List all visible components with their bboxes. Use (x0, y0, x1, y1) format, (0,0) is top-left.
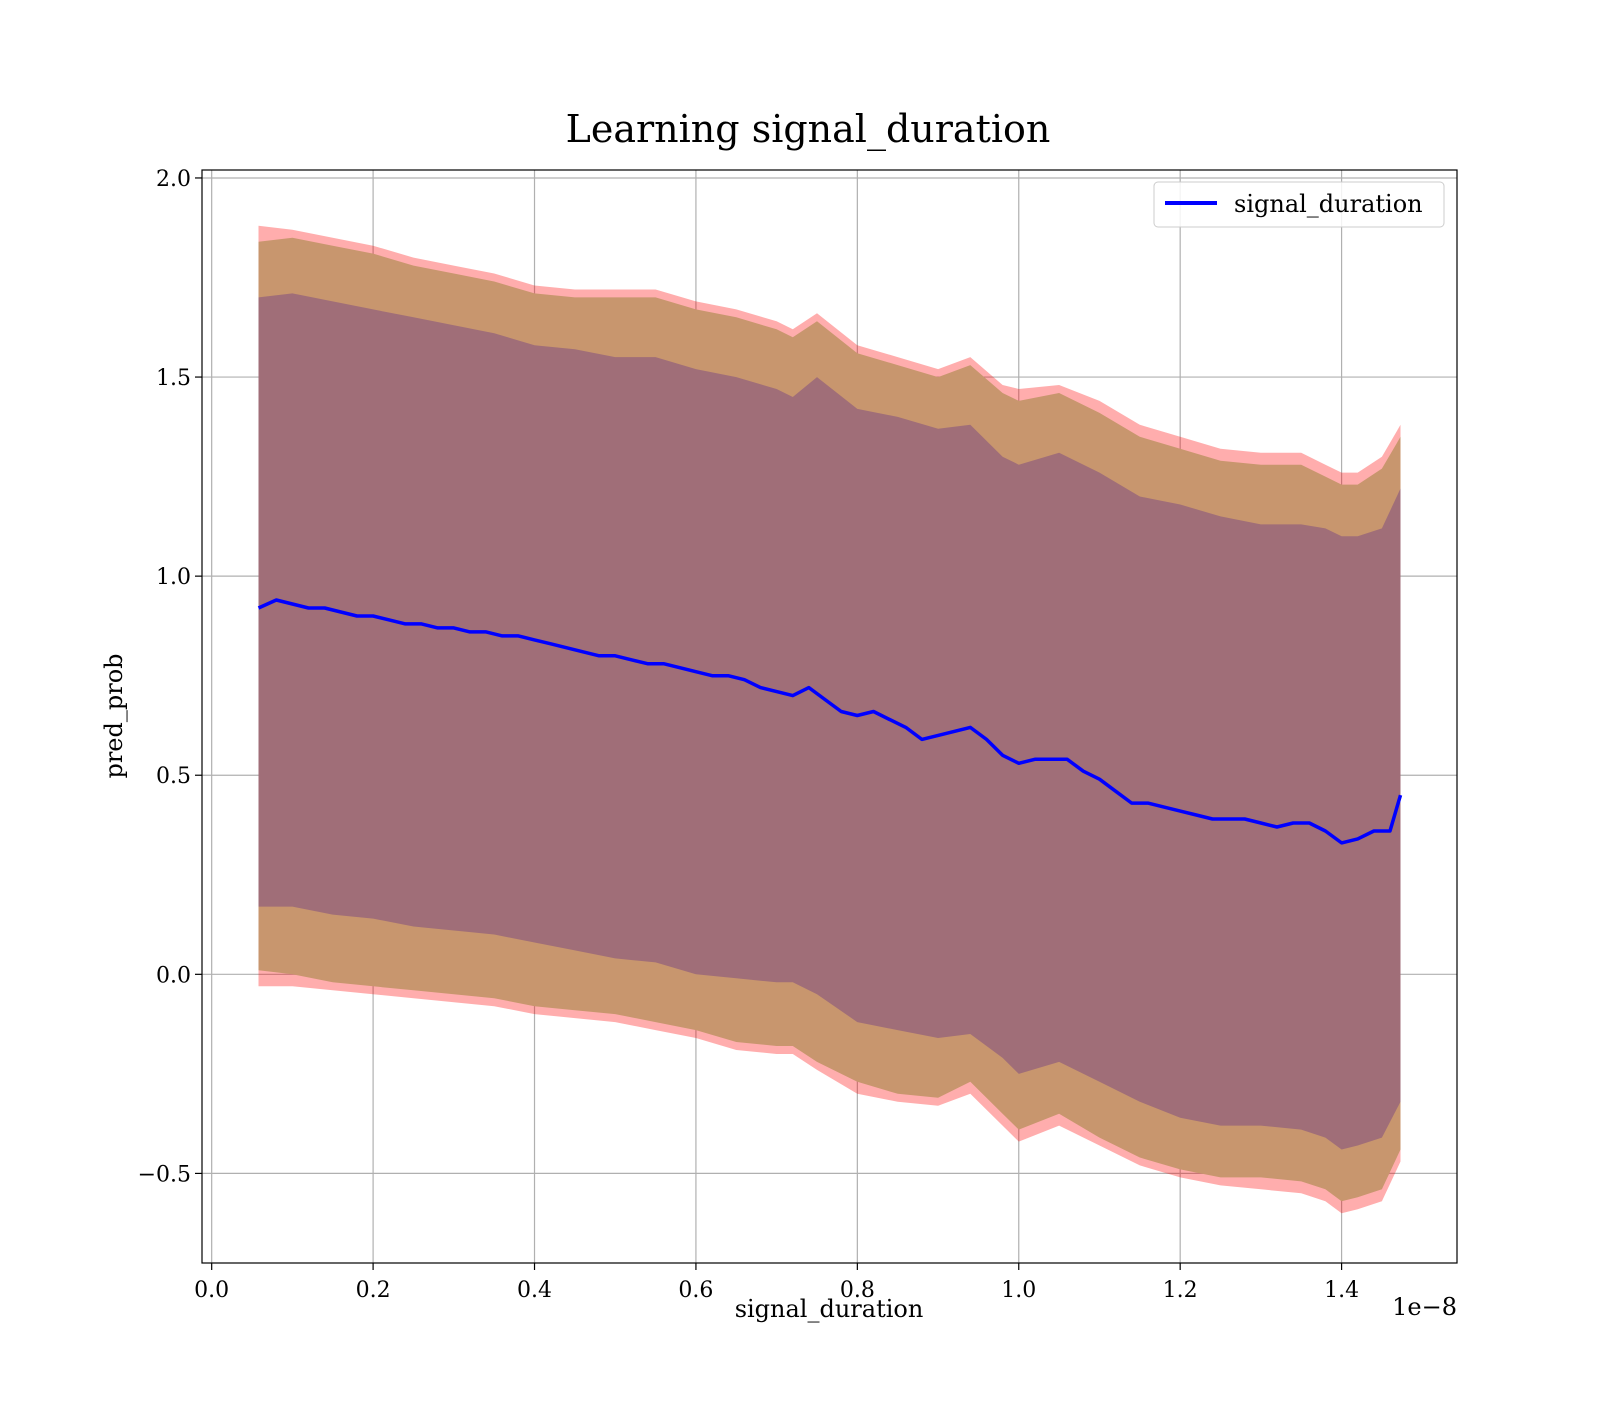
x-tick-label: 1.4 (1324, 1278, 1359, 1303)
band-layer (258, 225, 1401, 1214)
y-axis-ticks: −0.5 0.0 0.5 1.0 1.5 2.0 (138, 167, 202, 1187)
series-line-signal-duration (257, 598, 1403, 845)
x-tick-label: 0.6 (678, 1278, 713, 1303)
y-tick-label: 2.0 (156, 167, 191, 192)
x-tick-label: 0.8 (840, 1278, 875, 1303)
x-axis-offset-label: 1e−8 (1392, 1293, 1457, 1321)
legend: signal_duration (1153, 181, 1445, 228)
line-layer (257, 598, 1403, 845)
band-inner-area (258, 293, 1401, 1150)
y-tick-label: 0.0 (156, 963, 191, 988)
y-axis-label: pred_prob (100, 653, 128, 778)
y-tick-label: 0.5 (156, 764, 191, 789)
chart-title: Learning signal_duration (566, 107, 1051, 152)
x-tick-label: 0.0 (194, 1278, 229, 1303)
y-tick-label: 1.0 (156, 565, 191, 590)
x-tick-label: 1.2 (1163, 1278, 1198, 1303)
plot-frame (201, 169, 1458, 1264)
y-tick-label: −0.5 (138, 1162, 191, 1187)
x-tick-label: 1.0 (1001, 1278, 1036, 1303)
x-axis-label: signal_duration (735, 1295, 924, 1323)
y-tick-label: 1.5 (156, 366, 191, 391)
legend-label-signal-duration: signal_duration (1234, 190, 1423, 218)
x-tick-label: 0.2 (356, 1278, 391, 1303)
x-axis-ticks: 0.0 0.2 0.4 0.6 0.8 1.0 1.2 1.4 (194, 1263, 1359, 1303)
legend-box (1153, 181, 1445, 228)
x-tick-label: 0.4 (517, 1278, 552, 1303)
